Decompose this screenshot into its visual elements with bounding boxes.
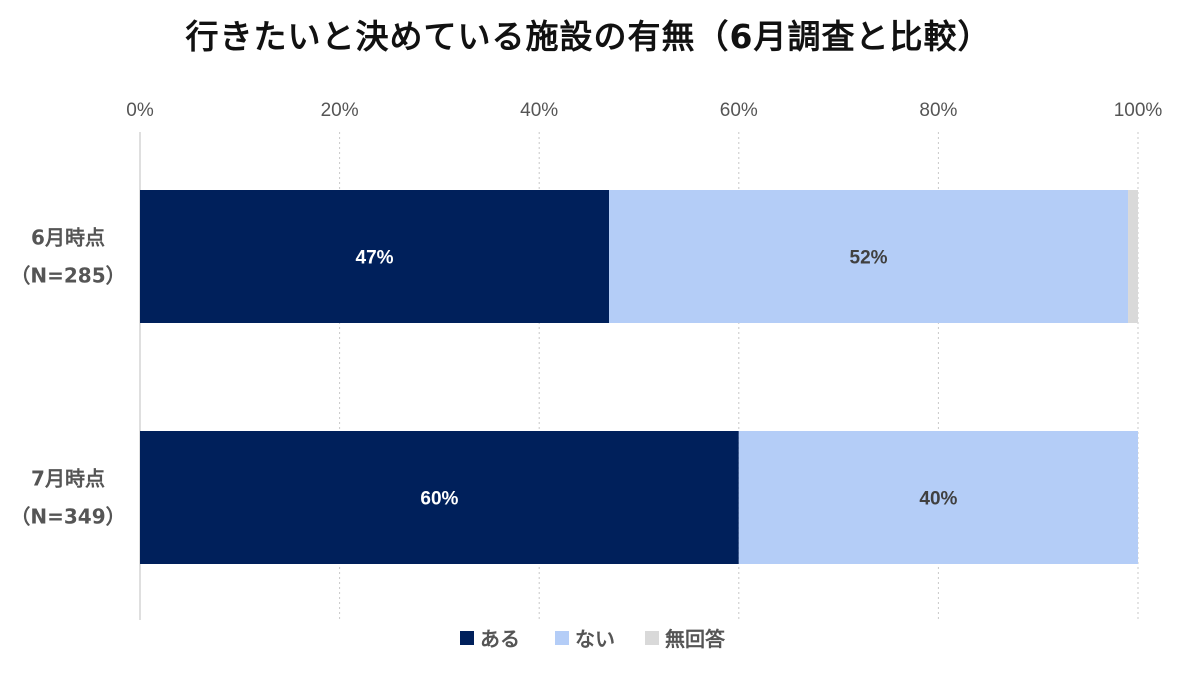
category-label-1-1: （N=349） <box>10 505 125 529</box>
bar-segment-0-0 <box>140 190 610 323</box>
category-label-0-1: （N=285） <box>10 264 125 288</box>
x-tick-label-5: 100% <box>1114 100 1163 121</box>
category-labels: 6月時点 （N=285） 7月時点 （N=349） <box>10 226 125 529</box>
x-tick-label-4: 80% <box>919 100 957 121</box>
chart-title: 行きたいと決めている施設の有無（6月調査と比較） <box>185 17 992 56</box>
legend-swatch-2 <box>645 631 659 645</box>
category-label-0-0: 6月時点 <box>31 226 105 250</box>
legend-label-2: 無回答 <box>665 627 726 651</box>
x-axis-ticks: 0% 20% 40% 60% 80% 100% <box>126 100 1162 121</box>
bar-segment-1-1 <box>738 431 1138 564</box>
x-tick-label-0: 0% <box>126 100 154 121</box>
data-label-0-0: 47% <box>356 248 394 269</box>
data-label-1-0: 60% <box>420 489 458 510</box>
bar-segment-1-0 <box>140 431 739 564</box>
x-tick-label-1: 20% <box>321 100 359 121</box>
legend-label-0: ある <box>480 627 520 651</box>
legend-swatch-0 <box>460 631 474 645</box>
x-tick-label-3: 60% <box>720 100 758 121</box>
bar-segment-0-1 <box>609 190 1129 323</box>
data-label-0-1: 52% <box>850 248 888 269</box>
legend: ある ない 無回答 <box>460 627 726 651</box>
legend-swatch-1 <box>555 631 569 645</box>
legend-label-1: ない <box>575 627 615 651</box>
bars: 47% 52% 60% 40% <box>140 190 1138 564</box>
bar-segment-0-2 <box>1128 190 1138 323</box>
data-label-1-1: 40% <box>919 489 957 510</box>
x-tick-label-2: 40% <box>520 100 558 121</box>
category-label-1-0: 7月時点 <box>31 467 105 491</box>
